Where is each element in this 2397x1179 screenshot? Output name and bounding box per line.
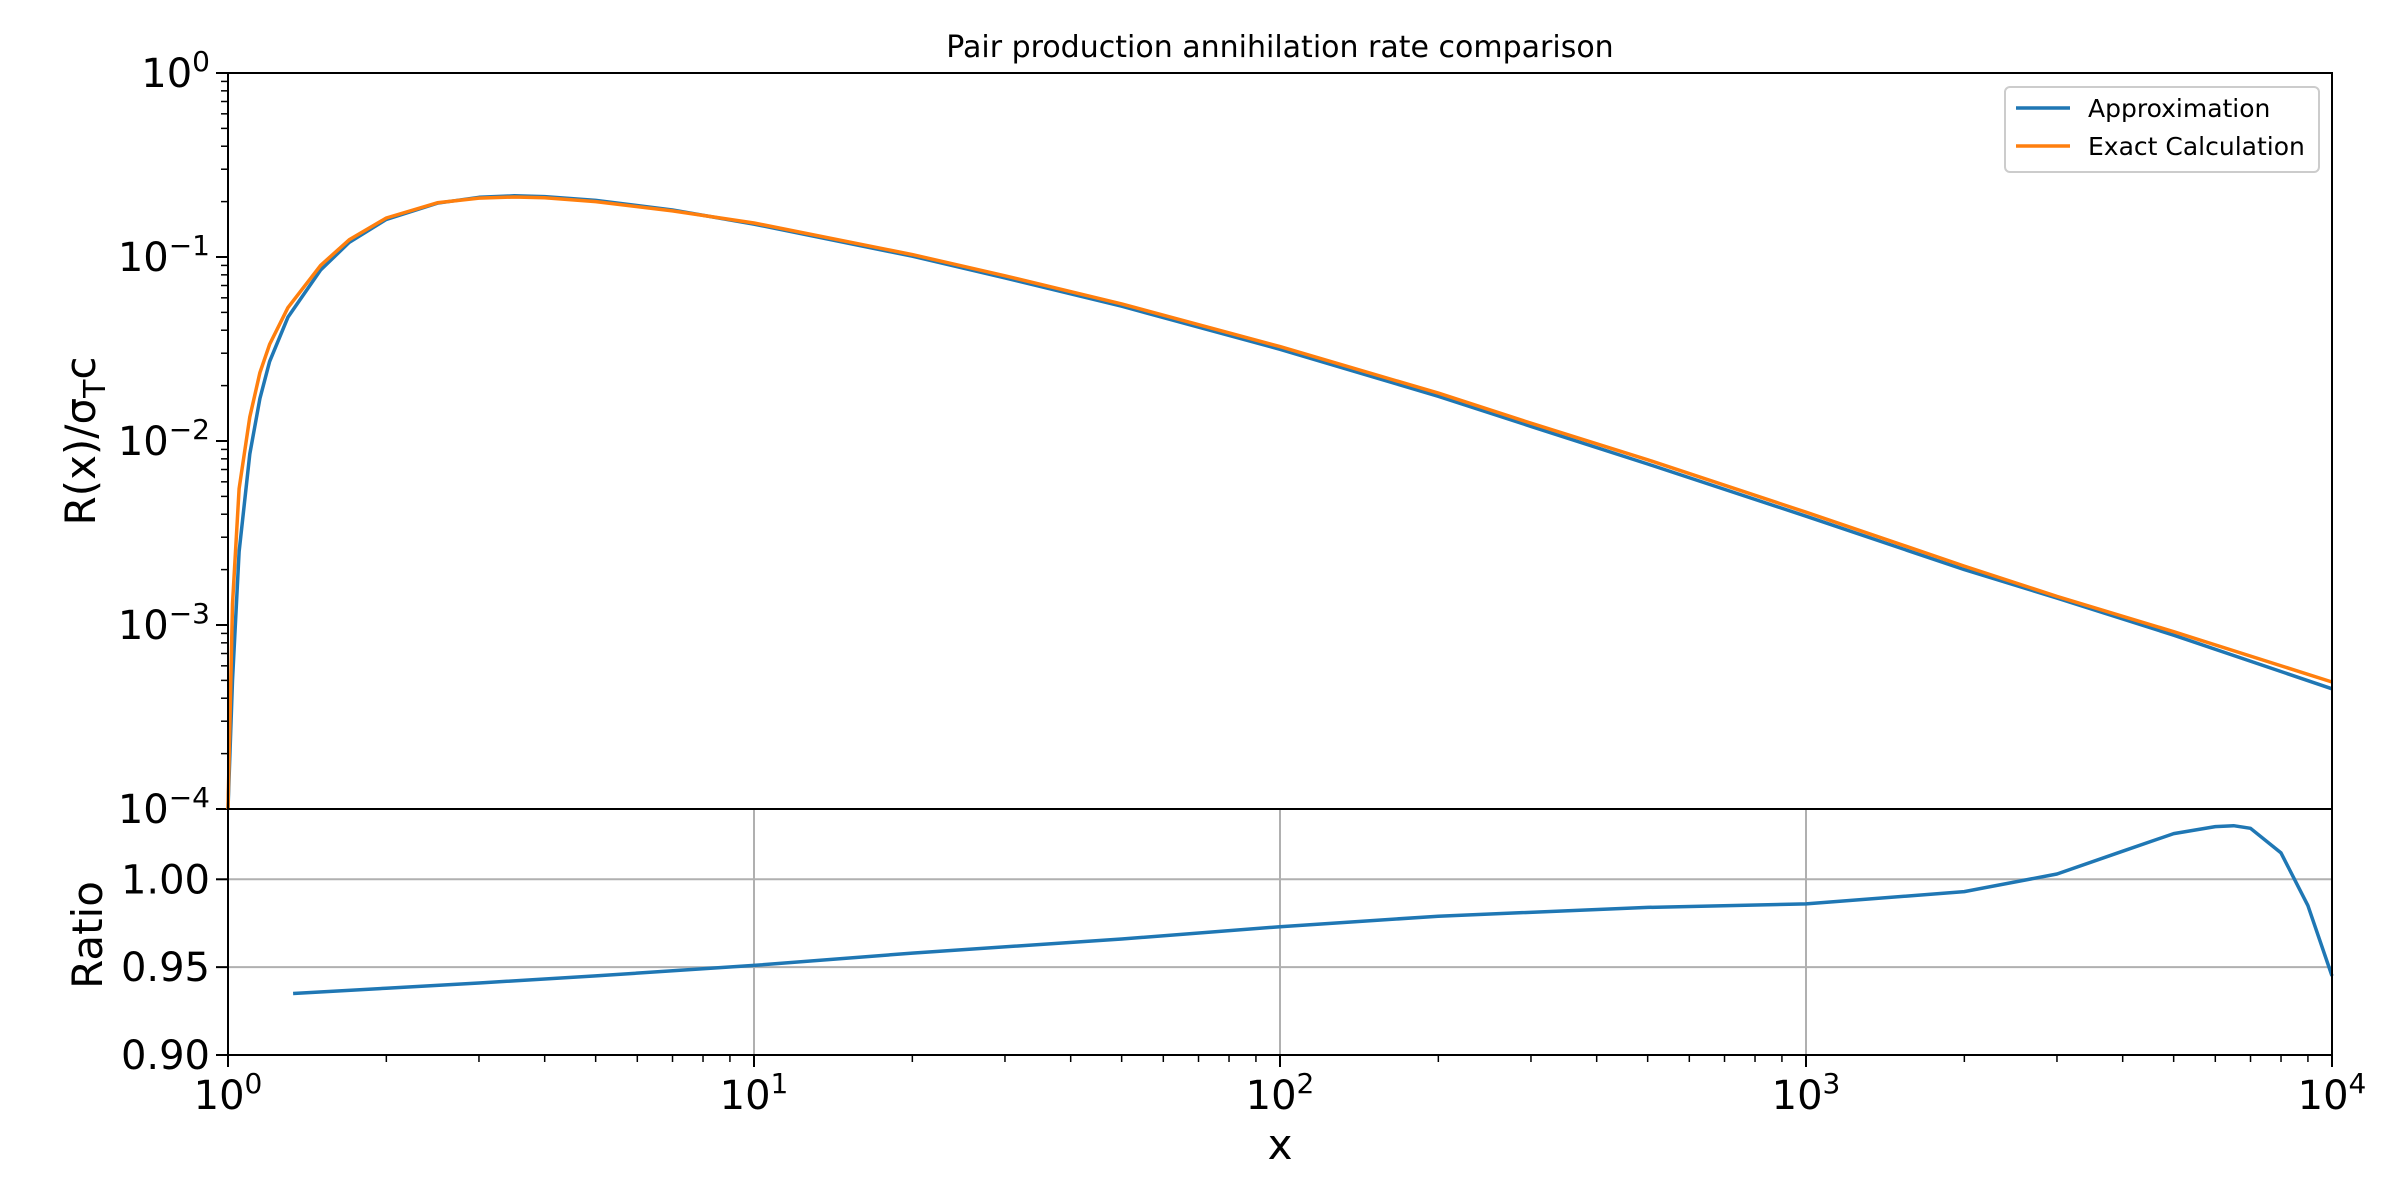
top-series — [226, 194, 2333, 810]
top-panel: 100 10−1 10−2 10−3 10−4 R(x)/σTc Approximati… — [56, 45, 2333, 833]
x-tick-label: 102 — [1246, 1067, 1315, 1119]
x-ticks: 100 101 102 103 104 — [194, 1055, 2367, 1119]
ratio-line — [293, 823, 2334, 996]
top-y-tick-label: 10−2 — [118, 413, 210, 465]
x-axis-label: x — [1268, 1120, 1293, 1169]
bottom-y-ticks: 1.00 0.95 0.90 — [121, 857, 228, 1079]
bottom-y-tick-label: 0.90 — [121, 1033, 210, 1079]
x-tick-label: 104 — [2298, 1067, 2367, 1119]
top-y-ticks: 100 10−1 10−2 10−3 10−4 — [118, 45, 228, 833]
x-tick-label: 103 — [1772, 1067, 1841, 1119]
top-y-tick-label: 10−3 — [118, 597, 210, 649]
top-plot-area — [228, 73, 2332, 809]
x-tick-label: 101 — [720, 1067, 789, 1119]
legend-label-approximation: Approximation — [2088, 94, 2270, 123]
top-y-tick-label: 10−1 — [118, 229, 210, 281]
bottom-y-tick-label: 0.95 — [121, 945, 210, 991]
chart-title: Pair production annihilation rate compar… — [946, 30, 1613, 65]
bottom-panel: 1.00 0.95 0.90 Ratio — [63, 808, 2334, 1079]
top-minor-ticks — [221, 80, 228, 755]
top-y-tick-label: 100 — [141, 45, 210, 97]
bottom-series — [293, 823, 2334, 996]
bottom-y-axis-label: Ratio — [63, 881, 112, 989]
x-tick-label: 100 — [194, 1067, 263, 1119]
top-y-tick-label: 10−4 — [118, 781, 210, 833]
top-y-axis-label: R(x)/σTc — [56, 356, 113, 525]
legend-label-exact-calculation: Exact Calculation — [2088, 132, 2305, 161]
bottom-y-tick-label: 1.00 — [121, 857, 210, 903]
legend-box — [2004, 86, 2320, 173]
legend: Approximation Exact Calculation — [2004, 86, 2320, 173]
series-line-exact-calculation — [226, 195, 2333, 810]
bottom-grid — [228, 809, 2332, 1055]
